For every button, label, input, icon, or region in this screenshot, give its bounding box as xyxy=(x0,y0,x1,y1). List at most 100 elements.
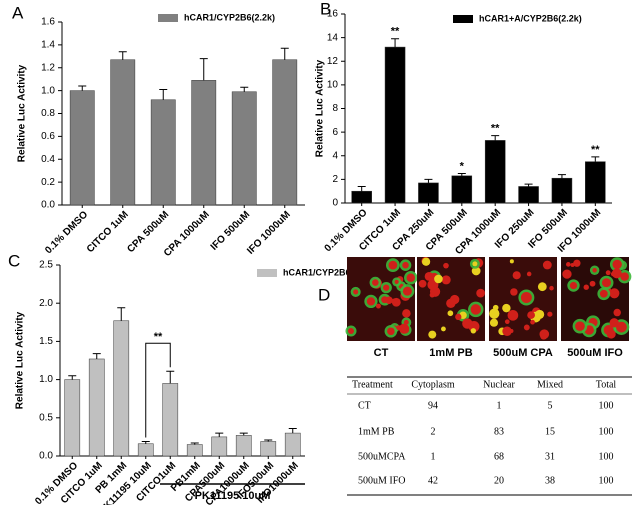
y-axis-title: Relative Luc Activity xyxy=(17,64,28,162)
micrograph-cell xyxy=(570,262,575,267)
micrograph-cell xyxy=(609,288,620,299)
x-tick-label: IFO 500uM xyxy=(209,209,253,253)
bar xyxy=(351,190,372,204)
micrograph-cell xyxy=(609,318,619,328)
micrograph-cell xyxy=(507,309,519,321)
bar xyxy=(284,432,301,457)
error-bar xyxy=(240,86,249,92)
micrograph-cell xyxy=(537,282,547,292)
micrograph-cell xyxy=(540,332,548,340)
image-label: 500uM IFO xyxy=(567,347,623,359)
table-cell: 94 xyxy=(428,400,438,411)
micrograph-cell xyxy=(476,288,485,298)
table-cell: 1mM PB xyxy=(358,426,395,437)
bar xyxy=(186,444,203,457)
micrograph-cell xyxy=(441,275,451,285)
error-bar xyxy=(239,432,248,436)
table-header: Nuclear xyxy=(483,379,515,390)
x-tick-label: 0.1% DMSO xyxy=(43,209,90,256)
micrograph-cell xyxy=(402,286,412,296)
micrograph-cell xyxy=(520,292,532,304)
bar xyxy=(231,91,257,206)
significance-label: * xyxy=(460,160,465,172)
micrograph-cell xyxy=(347,327,355,334)
y-axis-title: Relative Luc Activity xyxy=(15,311,26,409)
micrograph-cell xyxy=(402,261,409,269)
micrograph-cell xyxy=(562,269,572,279)
error-bar xyxy=(190,442,199,445)
micrograph xyxy=(417,256,485,341)
micrograph-cell xyxy=(424,272,434,281)
bar xyxy=(191,80,217,206)
significance-label: ** xyxy=(391,26,400,38)
micrograph-cell xyxy=(510,288,518,296)
micrograph-cell xyxy=(388,260,398,270)
error-bar xyxy=(78,85,87,91)
legend-swatch xyxy=(257,269,277,277)
panel-label: A xyxy=(12,3,24,22)
micrograph-cell xyxy=(535,309,545,319)
x-tick-label: IFO 1000uM xyxy=(245,209,292,256)
micrograph-cell xyxy=(450,294,460,305)
table-cell: 500uMCPA xyxy=(358,451,406,462)
micrograph xyxy=(489,257,557,341)
bar xyxy=(69,90,95,206)
micrograph-cell xyxy=(569,281,578,290)
micrograph-cell xyxy=(385,296,393,305)
bar xyxy=(451,175,473,204)
error-bar xyxy=(118,51,127,60)
micrograph-cell xyxy=(406,273,415,282)
bar xyxy=(211,436,228,457)
bar xyxy=(137,443,154,457)
table-cell: 15 xyxy=(545,426,555,437)
y-tick-label: 12 xyxy=(327,56,339,67)
table-cell: 2 xyxy=(431,426,436,437)
error-bar xyxy=(491,135,500,141)
micrograph-cell xyxy=(611,268,622,279)
micrograph-cell xyxy=(502,326,512,336)
error-bar xyxy=(457,172,466,176)
y-tick-label: 6 xyxy=(332,127,338,138)
micrograph-cell xyxy=(504,319,510,325)
micrograph-cell xyxy=(387,327,395,336)
y-tick-label: 1.6 xyxy=(41,17,55,28)
table-cell: 68 xyxy=(494,451,504,462)
micrograph-cell xyxy=(601,278,611,288)
micrograph-cell xyxy=(441,326,446,332)
error-bar xyxy=(288,427,297,434)
micrograph-cell xyxy=(605,270,611,276)
micrograph-cell xyxy=(470,304,482,315)
micrograph-cell xyxy=(443,262,449,269)
y-tick-label: 0 xyxy=(332,198,338,209)
bar xyxy=(235,435,252,457)
micrograph-cell xyxy=(372,279,379,286)
y-tick-label: 10 xyxy=(327,80,339,91)
error-bar xyxy=(141,440,150,444)
y-tick-label: 1.0 xyxy=(41,85,55,96)
error-bar xyxy=(391,38,400,48)
error-bar xyxy=(357,185,366,192)
micrograph-cell xyxy=(455,313,462,321)
micrograph-cell xyxy=(573,259,581,267)
table-cell: CT xyxy=(358,400,371,411)
y-tick-label: 1.0 xyxy=(39,374,53,385)
table-cell: 83 xyxy=(494,426,504,437)
error-bar xyxy=(68,375,77,380)
bar xyxy=(585,161,606,204)
bar xyxy=(418,182,439,204)
panel-label: D xyxy=(318,285,330,304)
y-tick-label: 4 xyxy=(332,150,338,161)
bar xyxy=(484,140,506,204)
micrograph-cell xyxy=(375,303,381,309)
table-header: Total xyxy=(596,379,617,390)
error-bar xyxy=(159,88,168,100)
micrograph-cell xyxy=(620,272,629,281)
table-cell: 100 xyxy=(599,475,614,486)
micrograph-cell xyxy=(613,308,621,317)
table-cell: 5 xyxy=(548,400,553,411)
y-tick-label: 1.5 xyxy=(39,336,53,347)
micrograph-cell xyxy=(421,257,431,266)
group-label: PK11195 10uM xyxy=(195,490,271,502)
micrograph-cell xyxy=(509,328,514,333)
